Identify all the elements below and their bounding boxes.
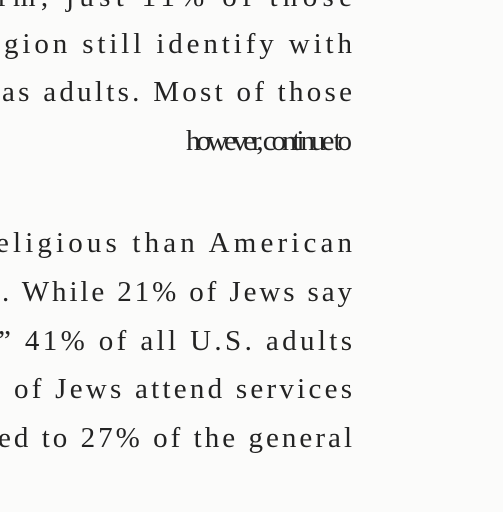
text-line: ed to 27% of the general: [0, 422, 352, 454]
text-line: gion still identify with: [4, 28, 353, 60]
text-line: as adults. Most of those: [2, 76, 352, 108]
text-line: ” 41% of all U.S. adults: [0, 325, 352, 357]
text-line: however, continue to: [186, 125, 352, 157]
text-line: of Jews attend services: [14, 373, 352, 405]
